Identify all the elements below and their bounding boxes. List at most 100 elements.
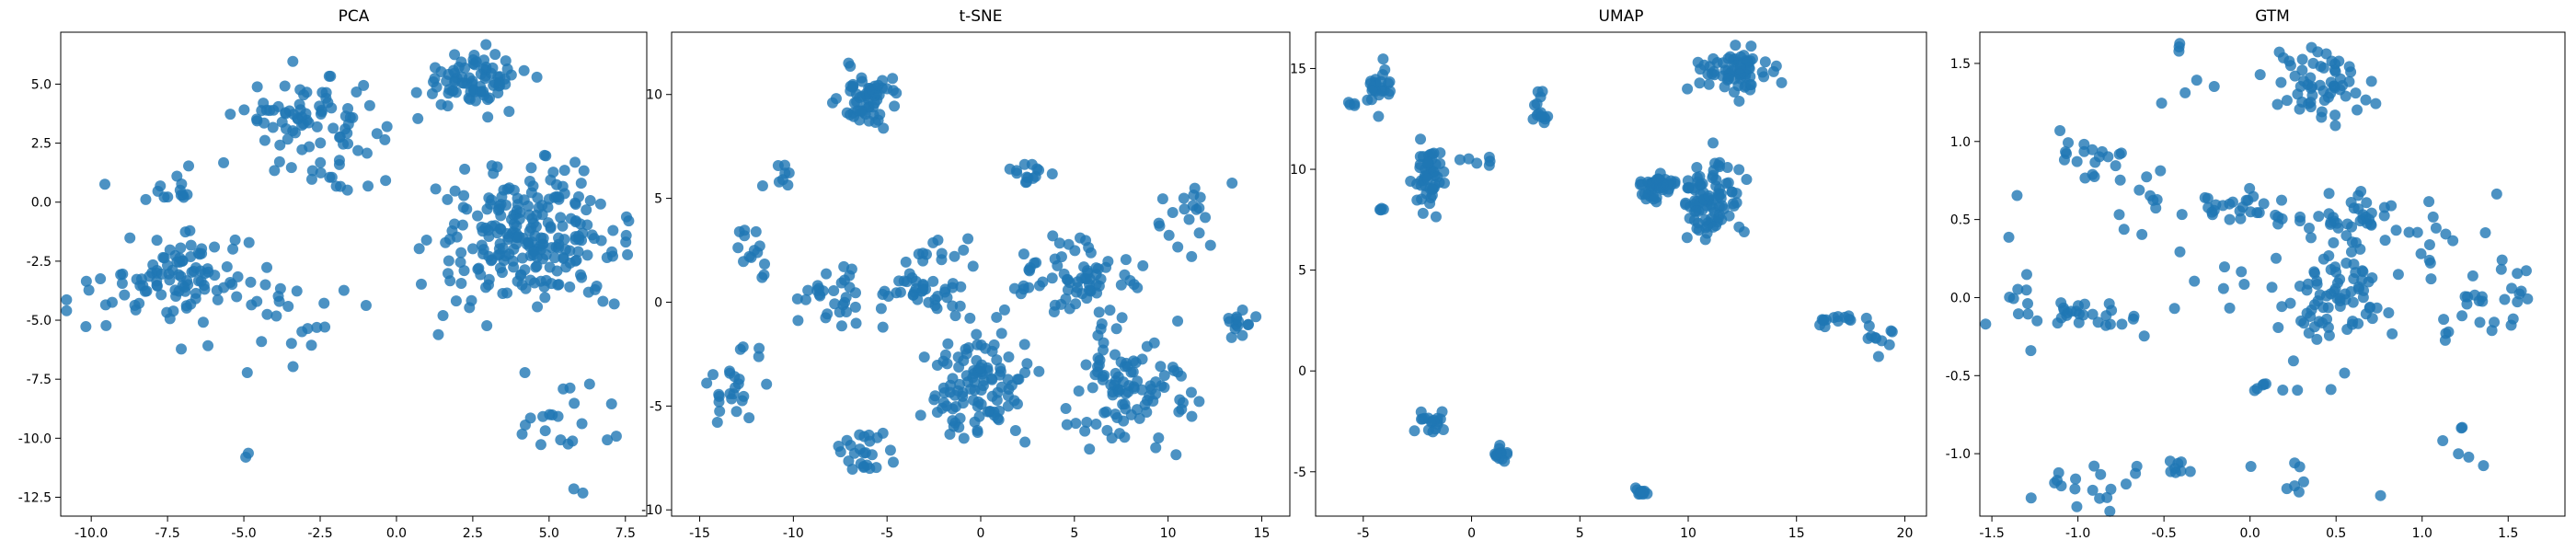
- scatter-point: [949, 250, 960, 262]
- scatter-point: [144, 270, 155, 282]
- scatter-point: [1863, 320, 1875, 332]
- scatter-point: [1141, 406, 1153, 418]
- scatter-point: [914, 409, 926, 421]
- scatter-point: [1021, 171, 1033, 183]
- scatter-point: [95, 273, 107, 285]
- scatter-point: [974, 362, 986, 374]
- scatter-point: [251, 115, 263, 127]
- scatter-point: [2366, 272, 2378, 283]
- scatter-point: [714, 406, 726, 418]
- scatter-point: [1200, 212, 1212, 224]
- scatter-point: [1018, 339, 1030, 351]
- x-tick-label: -5: [1357, 526, 1370, 541]
- scatter-point: [1120, 254, 1132, 266]
- scatter-point: [2004, 291, 2016, 303]
- scatter-point: [1130, 357, 1142, 369]
- scatter-point: [83, 284, 95, 296]
- scatter-point: [2323, 329, 2335, 341]
- points-gtm: [1980, 38, 2534, 517]
- scatter-point: [953, 362, 965, 374]
- scatter-point: [1156, 380, 1167, 392]
- scatter-point: [1008, 395, 1020, 407]
- scatter-point: [753, 240, 765, 252]
- scatter-point: [530, 221, 542, 233]
- y-tick-label: 0.5: [1950, 213, 1971, 228]
- scatter-point: [500, 199, 512, 211]
- scatter-point: [1733, 95, 1745, 107]
- scatter-point: [2411, 226, 2423, 238]
- scatter-point: [737, 341, 749, 353]
- scatter-point: [834, 306, 845, 318]
- x-tick-label: -10.0: [75, 526, 108, 541]
- y-tick-label: 0: [654, 295, 662, 310]
- scatter-point: [581, 204, 592, 216]
- scatter-point: [2489, 316, 2501, 328]
- scatter-point: [202, 339, 214, 351]
- scatter-point: [442, 100, 454, 112]
- scatter-point: [2189, 275, 2201, 287]
- scatter-point: [2345, 197, 2357, 209]
- scatter-point: [891, 87, 903, 99]
- scatter-point: [2294, 280, 2306, 292]
- scatter-point: [2341, 323, 2353, 335]
- scatter-point: [261, 261, 273, 273]
- x-tick-label: -15: [689, 526, 710, 541]
- scatter-point: [488, 167, 500, 179]
- scatter-point: [315, 156, 327, 168]
- scatter-point: [360, 300, 372, 312]
- y-tick-label: -5: [1294, 466, 1306, 480]
- scatter-point: [157, 251, 169, 263]
- scatter-point: [972, 427, 983, 439]
- scatter-point: [2308, 268, 2320, 280]
- scatter-point: [2141, 171, 2153, 183]
- scatter-point: [881, 83, 893, 95]
- scatter-point: [296, 144, 308, 155]
- scatter-point: [520, 282, 532, 294]
- scatter-point: [502, 231, 514, 243]
- scatter-point: [1186, 410, 1198, 422]
- scatter-point: [2306, 232, 2317, 244]
- scatter-point: [574, 218, 586, 230]
- scatter-point: [352, 144, 364, 156]
- scatter-point: [1405, 176, 1417, 188]
- scatter-point: [528, 246, 540, 258]
- scatter-point: [799, 293, 811, 305]
- scatter-point: [1094, 354, 1106, 366]
- scatter-point: [456, 77, 468, 89]
- scatter-point: [362, 180, 374, 192]
- scatter-point: [1682, 182, 1694, 194]
- x-tick-label: 15: [1254, 526, 1271, 541]
- scatter-point: [2245, 460, 2257, 472]
- scatter-point: [449, 49, 461, 61]
- scatter-point: [761, 378, 773, 390]
- scatter-point: [539, 292, 551, 304]
- scatter-point: [1684, 213, 1696, 224]
- scatter-point: [939, 349, 951, 361]
- scatter-point: [2512, 296, 2524, 308]
- scatter-point: [242, 447, 254, 459]
- scatter-point: [991, 311, 1003, 323]
- scatter-point: [2224, 213, 2236, 225]
- scatter-point: [622, 248, 634, 260]
- scatter-point: [713, 390, 725, 402]
- y-tick-label: 5: [1298, 264, 1306, 279]
- scatter-point: [2136, 228, 2148, 240]
- scatter-point: [454, 257, 466, 269]
- scatter-point: [2102, 151, 2114, 163]
- scatter-point: [1193, 227, 1205, 239]
- scatter-point: [457, 201, 469, 213]
- scatter-point: [420, 234, 432, 246]
- scatter-point: [1695, 63, 1707, 75]
- scatter-point: [962, 376, 974, 388]
- scatter-point: [232, 270, 244, 282]
- scatter-point: [322, 97, 334, 109]
- scatter-point: [1690, 205, 1702, 217]
- scatter-point: [1731, 188, 1742, 200]
- scatter-point: [954, 300, 966, 312]
- scatter-point: [184, 224, 196, 236]
- scatter-point: [449, 185, 461, 197]
- scatter-point: [1046, 168, 1058, 179]
- scatter-point: [1719, 81, 1731, 93]
- scatter-point: [341, 184, 353, 196]
- scatter-point: [2440, 228, 2452, 240]
